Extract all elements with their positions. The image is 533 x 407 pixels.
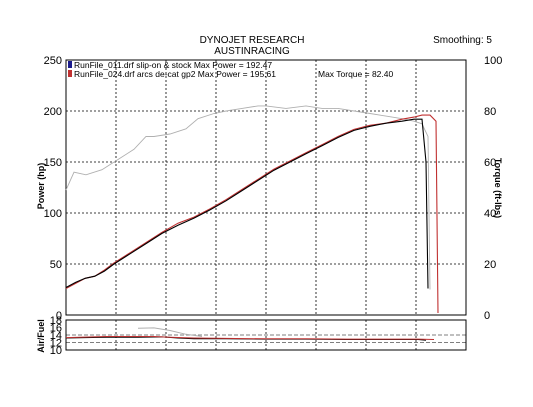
power-axis-ticks: 0 50 100 150 200 250 bbox=[44, 55, 62, 322]
power-tick-label: 200 bbox=[44, 106, 62, 118]
legend-run1: RunFile_011.drf slip-on & stock Max Powe… bbox=[74, 60, 272, 70]
legend-max-torque: Max Torque = 82.40 bbox=[318, 69, 393, 79]
torque-axis-label: Torque (ft-lbs) bbox=[493, 158, 503, 218]
torque-tick-label: 20 bbox=[484, 259, 496, 271]
torque-tick-label: 80 bbox=[484, 106, 496, 118]
series-line-power-run1 bbox=[65, 118, 429, 289]
power-tick-label: 50 bbox=[50, 259, 62, 271]
afr-series-line bbox=[65, 336, 435, 340]
power-tick-label: 250 bbox=[44, 55, 62, 67]
power-tick-label: 0 bbox=[56, 310, 62, 322]
main-grid bbox=[66, 60, 466, 315]
legend-run2: RunFile_024.drf arcs de-cat gp2 Max Powe… bbox=[74, 69, 276, 79]
torque-tick-label: 0 bbox=[484, 310, 490, 322]
torque-tick-label: 60 bbox=[484, 157, 496, 169]
smoothing-label: Smoothing: 5 bbox=[433, 35, 492, 46]
power-tick-label: 100 bbox=[44, 208, 62, 220]
afr-tick-label: 14 bbox=[50, 330, 62, 342]
afr-grid bbox=[66, 320, 466, 350]
afr-tick-label: 16 bbox=[50, 323, 62, 335]
torque-axis-ticks: 0 20 40 60 80 100 bbox=[484, 55, 502, 322]
legend-swatch-run2 bbox=[68, 70, 72, 77]
series-line-torque bbox=[65, 105, 431, 290]
power-axis-label: Power (hp) bbox=[36, 163, 46, 210]
chart-title: DYNOJET RESEARCH bbox=[200, 35, 305, 46]
afr-series-lines bbox=[65, 327, 435, 341]
torque-tick-label: 100 bbox=[484, 55, 502, 67]
torque-tick-label: 40 bbox=[484, 208, 496, 220]
afr-tick-label: 10 bbox=[50, 345, 62, 357]
afr-series-line bbox=[137, 327, 203, 337]
main-series-lines bbox=[65, 105, 439, 314]
power-tick-label: 150 bbox=[44, 157, 62, 169]
afr-axis-label: Air/Fuel bbox=[36, 319, 46, 353]
afr-tick-label: 12 bbox=[50, 338, 62, 350]
series-line-power-run2 bbox=[65, 114, 439, 314]
afr-tick-label: 18 bbox=[50, 315, 62, 327]
chart-subtitle: AUSTINRACING bbox=[214, 46, 290, 57]
legend-swatch-run1 bbox=[68, 61, 72, 68]
